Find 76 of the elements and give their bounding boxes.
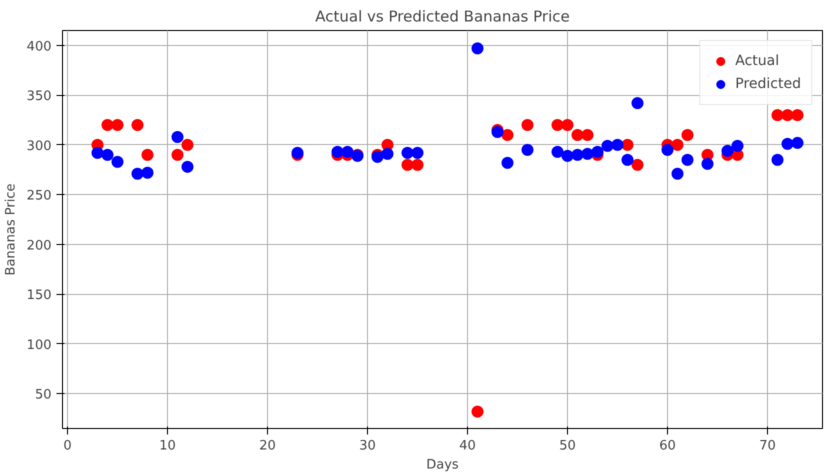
x-axis-title: Days: [426, 458, 459, 472]
point: [472, 42, 484, 54]
point: [632, 97, 644, 110]
point: [702, 158, 714, 170]
point: [412, 158, 424, 171]
point: [102, 148, 114, 161]
point: [562, 119, 574, 132]
point: [382, 148, 394, 160]
point: [502, 156, 514, 169]
point: [612, 138, 624, 151]
point: [402, 146, 414, 159]
point: [772, 154, 784, 166]
point: [622, 138, 634, 151]
point: [112, 119, 124, 132]
point: [572, 128, 584, 141]
x-tick-label: 70: [759, 438, 776, 454]
y-tick-label: 150: [26, 288, 52, 304]
point: [592, 146, 604, 158]
point: [582, 148, 594, 160]
point: [182, 138, 194, 151]
y-axis-title: Bananas Price: [4, 184, 19, 276]
point: [792, 109, 804, 122]
point: [142, 166, 154, 179]
point: [472, 406, 484, 418]
y-tick-label: 50: [34, 388, 52, 403]
x-tick-label: 20: [259, 438, 276, 454]
point: [92, 146, 104, 159]
point: [632, 158, 644, 171]
point: [412, 146, 424, 159]
point: [112, 156, 124, 168]
y-tick-label: 300: [26, 138, 52, 154]
point: [132, 168, 144, 180]
point: [332, 146, 344, 158]
y-tick-label: 100: [26, 338, 52, 353]
point: [622, 154, 634, 166]
point: [792, 136, 804, 149]
point: [722, 144, 734, 157]
y-tick-label: 350: [26, 89, 52, 104]
point: [142, 148, 154, 161]
point: [172, 130, 184, 143]
point: [662, 144, 674, 156]
point: [672, 168, 684, 180]
point: [562, 150, 574, 162]
x-tick-label: 60: [659, 438, 676, 454]
point: [502, 128, 514, 141]
x-tick-label: 40: [459, 438, 476, 454]
y-tick-label: 250: [26, 188, 52, 204]
point: [172, 148, 184, 161]
point: [132, 119, 144, 132]
point: [552, 146, 564, 158]
x-tick-label: 50: [559, 438, 576, 454]
legend-label: Actual: [735, 53, 780, 69]
chart-title: Actual vs Predicted Bananas Price: [315, 8, 570, 26]
point: [782, 138, 794, 150]
point: [772, 109, 784, 122]
y-tick-label: 200: [26, 238, 52, 254]
point: [182, 160, 194, 173]
point: [102, 119, 114, 132]
y-tick-label: 400: [26, 39, 52, 54]
point: [682, 154, 694, 166]
point: [732, 140, 744, 152]
x-tick-label: 10: [159, 438, 176, 454]
point: [552, 119, 564, 132]
point: [572, 148, 584, 161]
point: [582, 128, 594, 141]
point: [402, 158, 414, 171]
point: [522, 144, 534, 156]
x-tick-label: 30: [359, 438, 376, 454]
point: [342, 146, 354, 158]
x-tick-label: 0: [63, 438, 72, 454]
point: [782, 109, 794, 122]
point: [522, 119, 534, 132]
point: [682, 128, 694, 141]
point: [602, 140, 614, 152]
point: [672, 138, 684, 151]
legend-label: Predicted: [735, 76, 801, 92]
